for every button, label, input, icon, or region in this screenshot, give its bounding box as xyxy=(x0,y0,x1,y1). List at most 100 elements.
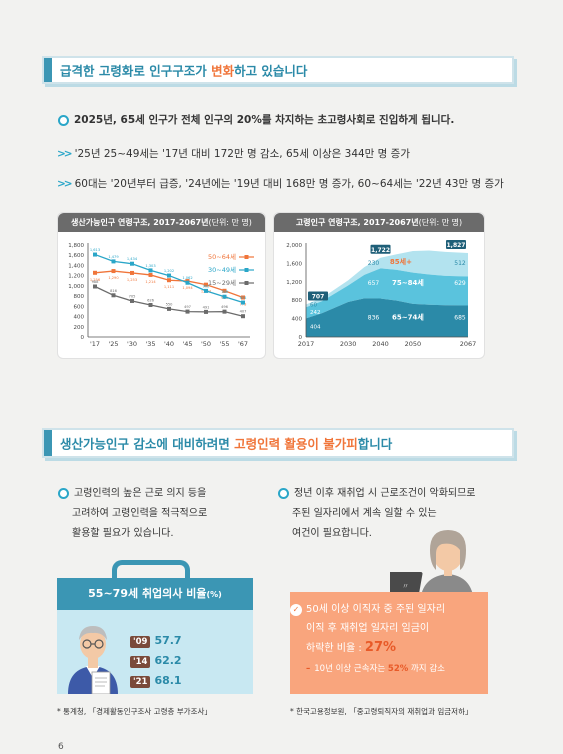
data-label: 497 xyxy=(184,305,191,309)
data-label: 407 xyxy=(240,310,247,314)
section2-title: 생산가능인구 감소에 대비하려면 고령인력 활용이 불가피합니다 xyxy=(60,436,393,452)
y-tick-label: 800 xyxy=(292,298,303,304)
bullet-dot-icon xyxy=(58,487,69,499)
data-label: 404 xyxy=(310,325,321,331)
x-tick-label: '40 xyxy=(164,340,174,348)
page-number: 6 xyxy=(58,742,64,752)
data-point xyxy=(93,252,97,257)
data-label: 629 xyxy=(454,280,466,287)
data-point xyxy=(111,269,116,274)
data-label: 496 xyxy=(221,305,229,309)
section1-bullet-1: >> '25년 25~49세는 '17년 대비 172만 명 감소, 65세 이상… xyxy=(57,148,410,160)
x-tick-label: 2050 xyxy=(405,340,422,348)
data-label: 705 xyxy=(129,294,136,298)
woman-laptop-illustration: 〃 xyxy=(390,530,474,602)
y-tick-label: 400 xyxy=(74,315,85,321)
line-chart-header: 생산가능인구 연령구조, 2017-2067년(단위: 만 명) xyxy=(58,213,265,232)
y-tick-label: 1,000 xyxy=(68,284,84,290)
data-point xyxy=(241,314,245,319)
data-label: 1,290 xyxy=(108,276,119,280)
data-label: 1,202 xyxy=(164,269,174,273)
area-chart-header: 고령인구 연령구조, 2017-2067년(단위: 만 명) xyxy=(274,213,484,232)
data-label: 657 xyxy=(368,280,380,287)
section1-banner: 급격한 고령화로 인구구조가 변화하고 있습니다 xyxy=(42,56,514,84)
y-tick-label: 200 xyxy=(74,325,85,331)
data-point xyxy=(167,278,171,283)
data-point xyxy=(130,298,134,303)
y-tick-label: 800 xyxy=(74,294,85,300)
legend-marker xyxy=(244,255,249,259)
y-tick-label: 0 xyxy=(299,335,303,341)
data-label: 816 xyxy=(110,289,118,293)
rate-row-2021: '21 68.1 xyxy=(130,674,182,688)
y-tick-label: 1,600 xyxy=(68,253,84,259)
x-tick-label: '17 xyxy=(90,340,100,348)
y-tick-label: 1,400 xyxy=(68,263,84,269)
data-label: 1,111 xyxy=(164,285,174,289)
banner-accent xyxy=(44,430,52,456)
banner-accent xyxy=(44,58,52,82)
legend-marker xyxy=(244,281,249,285)
data-point xyxy=(222,288,227,293)
total-badge xyxy=(308,291,328,301)
total-label: 1,827 xyxy=(447,242,466,249)
data-point xyxy=(111,293,116,298)
data-label: 1,094 xyxy=(182,286,193,290)
left-paragraph: 고령인력의 높은 근로 의지 등을 고려하여 고령인력을 적극적으로 활용할 필… xyxy=(58,484,207,544)
y-tick-label: 1,200 xyxy=(68,274,84,280)
data-label: 626 xyxy=(147,299,155,303)
area-75-84 xyxy=(306,268,468,319)
x-tick-label: '45 xyxy=(182,340,192,348)
total-badge xyxy=(446,239,466,249)
total-label: 707 xyxy=(312,293,325,300)
x-tick-label: 2067 xyxy=(460,340,477,348)
data-point xyxy=(148,303,153,308)
total-label: 1,722 xyxy=(371,247,390,254)
section1-bullet-2: >> 60대는 '20년부터 급증, '24년에는 '19년 대비 168만 명 … xyxy=(57,178,504,190)
right-paragraph: 정년 이후 재취업 시 근로조건이 악화되므로 주된 일자리에서 계속 일할 수… xyxy=(278,484,476,544)
wage-drop-card xyxy=(290,592,488,694)
rate-row-2014: '14 62.2 xyxy=(130,654,182,668)
data-point xyxy=(222,294,227,299)
data-label: 60 xyxy=(310,303,317,309)
wage-drop-percent: 27% xyxy=(364,640,397,655)
data-point xyxy=(204,282,208,287)
x-tick-label: '30 xyxy=(127,340,137,348)
area-85plus xyxy=(306,250,468,308)
y-tick-label: 1,800 xyxy=(68,243,84,249)
y-tick-label: 0 xyxy=(81,335,85,341)
data-point xyxy=(167,273,171,278)
data-label: 1,253 xyxy=(127,278,137,282)
x-tick-label: '55 xyxy=(219,340,229,348)
data-label: 550 xyxy=(166,302,174,306)
line-chart-panel: 생산가능인구 연령구조, 2017-2067년(단위: 만 명) 0 200 400… xyxy=(57,212,266,359)
data-label: 836 xyxy=(368,315,380,322)
data-label: 1,256 xyxy=(90,278,101,282)
data-label: 1,479 xyxy=(108,255,119,259)
check-icon: ✓ xyxy=(290,604,302,616)
y-tick-label: 2,000 xyxy=(286,243,302,249)
data-point xyxy=(204,309,208,314)
data-label: 1,303 xyxy=(145,264,155,268)
x-tick-label: '25 xyxy=(108,340,118,348)
series-label: 65~74세 xyxy=(392,313,424,322)
x-tick-label: '67 xyxy=(238,340,248,348)
double-arrow-icon: >> xyxy=(57,178,73,190)
briefcase-handle xyxy=(112,560,190,582)
source-right: * 한국고용정보원, 「중고령퇴직자의 재취업과 임금저하」 xyxy=(290,707,473,716)
data-label: 674 xyxy=(240,296,248,300)
data-point xyxy=(130,270,134,275)
area-65-74 xyxy=(306,298,468,337)
data-label: 491 xyxy=(203,305,210,309)
data-label: 685 xyxy=(454,315,466,322)
data-point xyxy=(241,295,245,300)
data-point xyxy=(222,309,227,314)
data-label: 1,613 xyxy=(90,248,100,252)
data-point xyxy=(93,270,97,275)
section1-headline: 2025년, 65세 인구가 전체 인구의 20%를 차지하는 초고령사회로 진… xyxy=(58,112,454,127)
legend-label: 15~29세 xyxy=(208,278,236,287)
data-label: 1,214 xyxy=(145,280,156,284)
series-label: 75~84세 xyxy=(392,278,424,287)
bullet-dot-icon xyxy=(278,487,289,499)
section2-banner: 생산가능인구 감소에 대비하려면 고령인력 활용이 불가피합니다 xyxy=(42,428,514,458)
